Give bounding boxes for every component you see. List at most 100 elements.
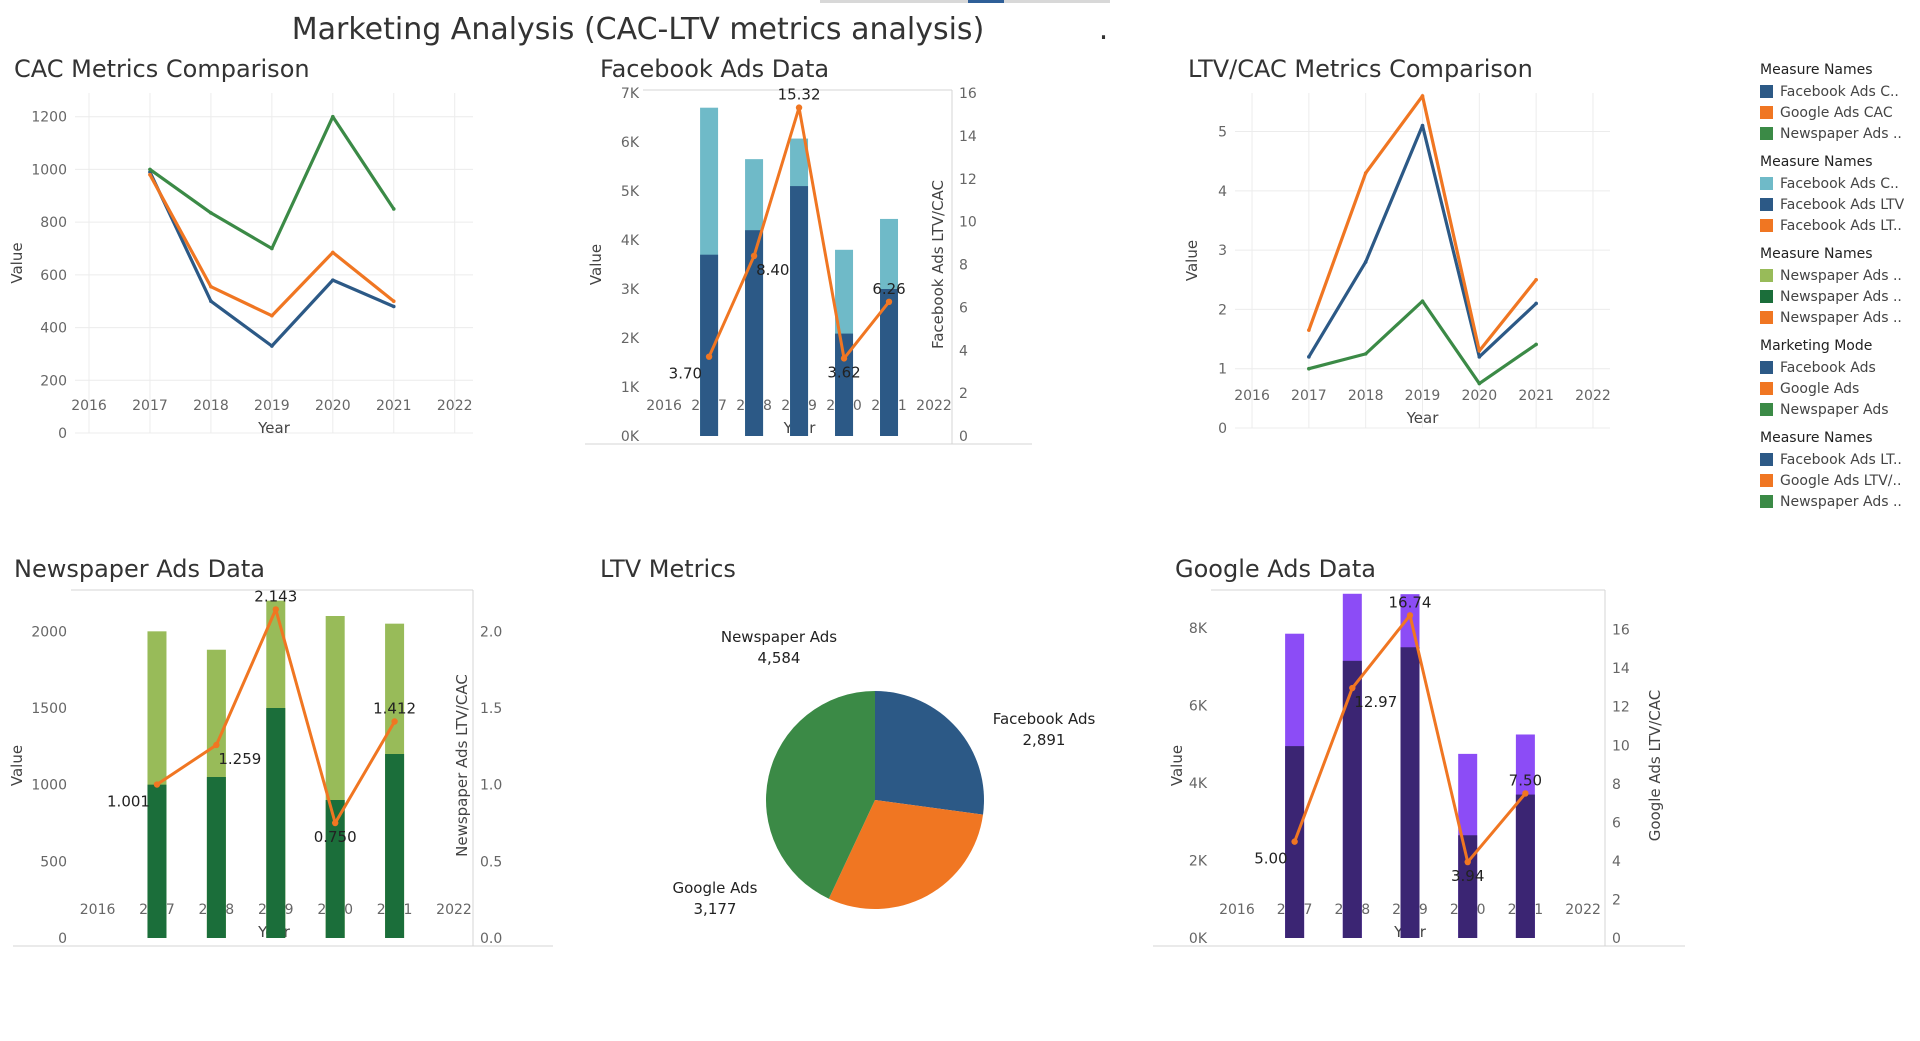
y2-tick-label: 12	[1612, 700, 1630, 716]
chart-title: Facebook Ads Data	[600, 55, 829, 83]
ratio-data-label: 12.97	[1354, 693, 1397, 711]
legend-label: Facebook Ads LT..	[1780, 451, 1902, 468]
y2-axis-title: Google Ads LTV/CAC	[1646, 690, 1664, 841]
legend-item[interactable]: Newspaper Ads	[1760, 399, 1920, 420]
y-tick-label: 5	[1218, 125, 1227, 141]
chart-title: Google Ads Data	[1175, 555, 1376, 583]
legend-item[interactable]: Google Ads LTV/..	[1760, 470, 1920, 491]
legend-swatch	[1760, 85, 1773, 98]
ratio-data-label: 1.001	[107, 793, 150, 811]
legend-item[interactable]: Newspaper Ads ..	[1760, 265, 1920, 286]
bar-front	[385, 754, 405, 938]
data-point	[209, 211, 213, 215]
data-point	[1420, 123, 1425, 128]
legend-item[interactable]: Facebook Ads C..	[1760, 81, 1920, 102]
y2-tick-label: 2	[959, 386, 968, 402]
chart-title: CAC Metrics Comparison	[14, 55, 310, 83]
legend-label: Newspaper Ads ..	[1780, 493, 1902, 510]
legend-panel: Measure Names Facebook Ads C.. Google Ads …	[1760, 62, 1920, 522]
data-point	[331, 250, 335, 255]
legend-header: Marketing Mode	[1760, 338, 1873, 354]
ratio-point	[885, 298, 893, 306]
y-tick-label: 1000	[31, 162, 67, 178]
legend-swatch	[1760, 219, 1773, 232]
legend-swatch	[1760, 382, 1773, 395]
chart-title: LTV/CAC Metrics Comparison	[1188, 55, 1533, 83]
x-tick-label: 2022	[436, 902, 472, 918]
x-axis-title: Year	[1406, 409, 1440, 427]
y-tick-label: 0K	[621, 429, 640, 445]
ratio-point	[1291, 838, 1298, 845]
y-tick-label: 1200	[31, 110, 67, 126]
legend-item[interactable]: Facebook Ads LTV	[1760, 194, 1920, 215]
top-bar-accent	[968, 0, 1004, 3]
y-tick-label: 8K	[1189, 621, 1208, 637]
pie-slice-value: 3,177	[694, 900, 737, 918]
legend-label: Newspaper Ads	[1780, 401, 1889, 418]
data-point	[1363, 260, 1368, 264]
chart-title: LTV Metrics	[600, 555, 736, 583]
legend-item[interactable]: Facebook Ads LT..	[1760, 215, 1920, 236]
legend-item[interactable]: Newspaper Ads ..	[1760, 286, 1920, 307]
data-point	[1363, 171, 1368, 175]
legend-label: Facebook Ads C..	[1780, 175, 1899, 192]
x-tick-label: 2018	[1348, 388, 1384, 404]
y-tick-label: 0K	[1189, 931, 1208, 947]
y2-tick-label: 4	[959, 343, 968, 359]
legend-label: Facebook Ads LTV	[1780, 196, 1905, 213]
ratio-point	[391, 718, 398, 725]
ratio-data-label: 3.62	[827, 363, 860, 381]
legend-group: Measure Names Facebook Ads LT.. Google Ads…	[1760, 430, 1920, 512]
legend-item[interactable]: Facebook Ads C..	[1760, 173, 1920, 194]
ratio-data-label: 5.00	[1254, 850, 1287, 868]
legend-label: Newspaper Ads ..	[1780, 288, 1902, 305]
ratio-data-label: 6.26	[872, 280, 905, 298]
y2-tick-label: 16	[1612, 623, 1630, 639]
bar-front	[745, 230, 764, 436]
legend-label: Google Ads LTV/..	[1780, 472, 1902, 489]
legend-item[interactable]: Facebook Ads	[1760, 357, 1920, 378]
legend-group: Marketing Mode Facebook Ads Google Ads News…	[1760, 338, 1920, 420]
y-axis-title: Value	[8, 745, 26, 786]
y-tick-label: 1500	[31, 701, 67, 717]
y-tick-label: 2	[1218, 302, 1227, 318]
legend-label: Newspaper Ads ..	[1780, 309, 1902, 326]
legend-item[interactable]: Newspaper Ads ..	[1760, 307, 1920, 328]
x-tick-label: 2020	[1461, 388, 1497, 404]
data-point	[391, 207, 396, 211]
y-tick-label: 800	[40, 215, 67, 231]
data-point	[1477, 355, 1482, 359]
data-point	[270, 344, 274, 348]
legend-item[interactable]: Google Ads	[1760, 378, 1920, 399]
legend-item[interactable]: Newspaper Ads ..	[1760, 491, 1920, 512]
x-axis-title: Year	[257, 419, 291, 437]
y2-tick-label: 14	[1612, 661, 1630, 677]
data-point	[270, 246, 274, 251]
legend-label: Google Ads CAC	[1780, 104, 1893, 121]
ratio-point	[153, 781, 161, 788]
data-point	[391, 299, 396, 304]
legend-swatch	[1760, 474, 1773, 487]
data-point	[209, 284, 213, 289]
legend-item[interactable]: Facebook Ads LT..	[1760, 449, 1920, 470]
y2-tick-label: 8	[1612, 777, 1621, 793]
y-tick-label: 2K	[621, 331, 640, 347]
legend-group: Measure Names Facebook Ads C.. Facebook Ad…	[1760, 154, 1920, 236]
data-point	[209, 299, 213, 304]
legend-item[interactable]: Newspaper Ads ..	[1760, 123, 1920, 144]
legend-label: Newspaper Ads ..	[1780, 125, 1902, 142]
legend-swatch	[1760, 311, 1773, 324]
data-point	[1307, 355, 1311, 359]
y2-tick-label: 14	[959, 129, 977, 145]
y-tick-label: 0	[1218, 421, 1227, 437]
pie-slice-value: 2,891	[1023, 731, 1066, 749]
dashboard-title: Marketing Analysis (CAC-LTV metrics anal…	[291, 12, 1109, 47]
pie-slice-value: 4,584	[758, 649, 801, 667]
y2-tick-label: 8	[959, 258, 968, 274]
legend-swatch	[1760, 453, 1773, 466]
y-tick-label: 3K	[621, 282, 640, 298]
y-tick-label: 500	[40, 854, 67, 870]
legend-swatch	[1760, 106, 1773, 119]
legend-item[interactable]: Google Ads CAC	[1760, 102, 1920, 123]
y-axis-title: Value	[1168, 745, 1186, 786]
